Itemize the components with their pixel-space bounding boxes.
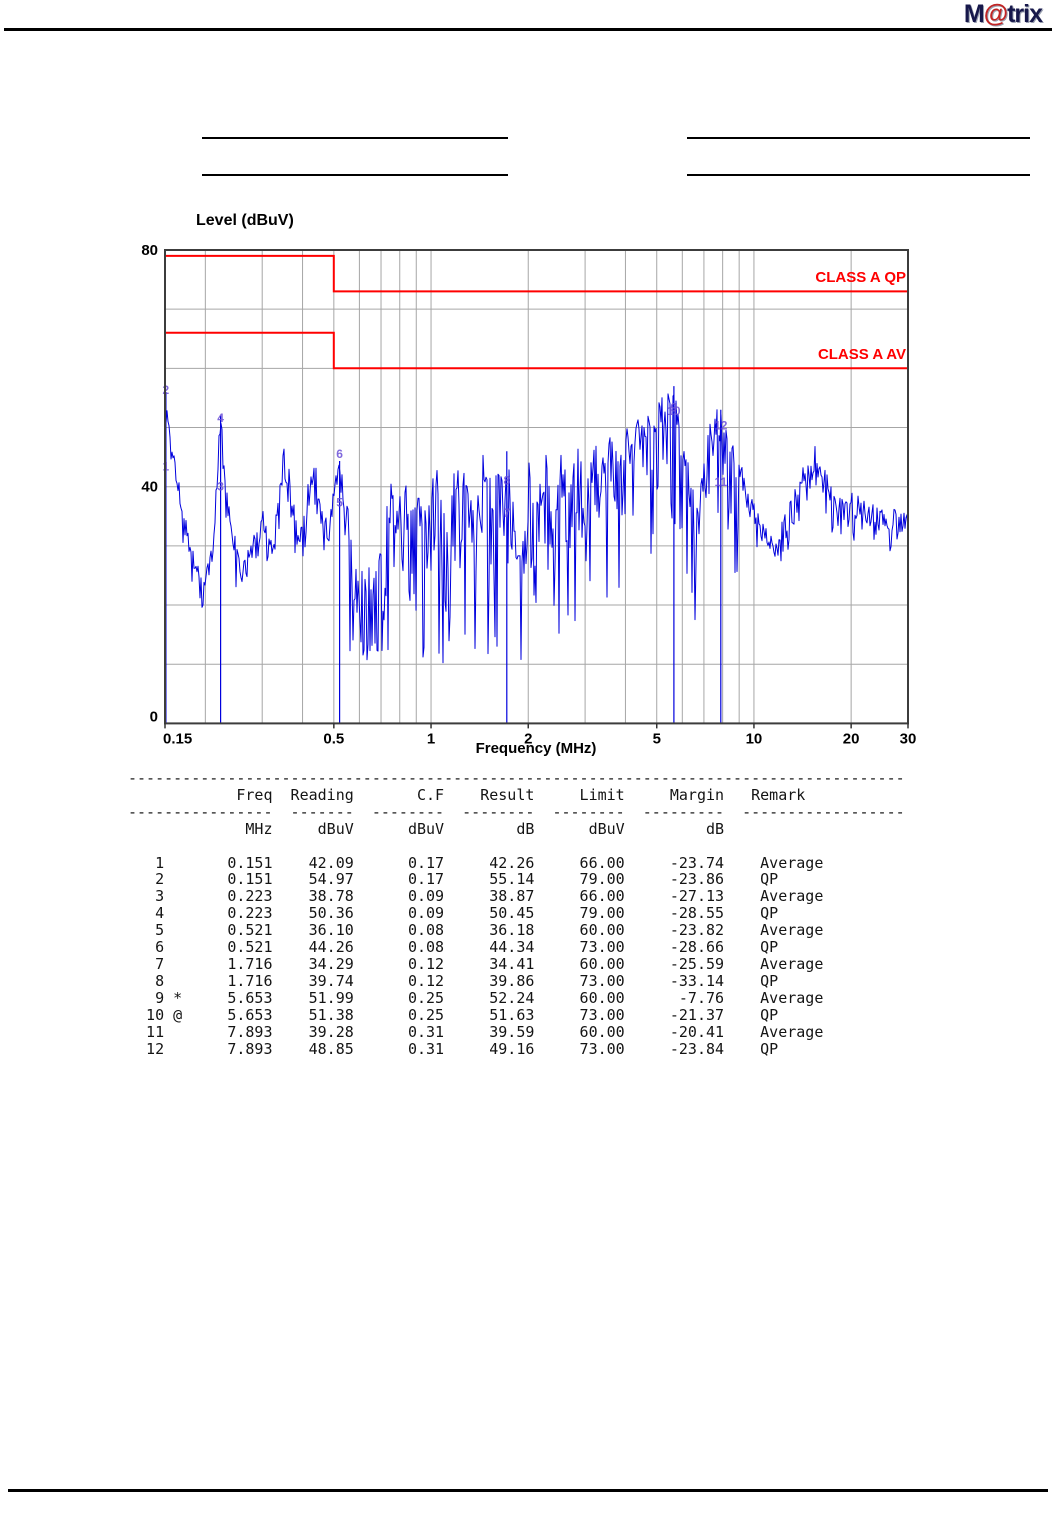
y-tick-label: 0 (150, 708, 158, 725)
class-a-av-limit-label: CLASS A AV (817, 346, 906, 363)
limit-line (165, 254, 908, 293)
marker-number-label: 5 (336, 495, 343, 509)
x-tick-label: 5 (653, 730, 661, 747)
x-tick-label: 20 (843, 730, 860, 747)
results-table: ----------------------------------------… (128, 769, 905, 1058)
x-tick-label: 1 (427, 730, 435, 747)
spectrum-trace (164, 393, 909, 664)
y-tick-label: 40 (141, 479, 158, 496)
matrix-logo: M@trix (963, 0, 1043, 29)
x-tick-label: 0.5 (323, 730, 344, 747)
header-blank-line-left-1 (202, 137, 508, 139)
marker-number-label: 7 (503, 506, 510, 520)
logo-letter-m: M (963, 0, 985, 28)
marker-number-label: 12 (714, 419, 728, 433)
header-blank-line-right-1 (687, 137, 1030, 139)
marker-number-label: 9 (671, 400, 678, 414)
plot-border (164, 249, 909, 725)
x-tick-label: 0.15 (163, 730, 192, 747)
marker-number-label: 4 (217, 411, 224, 425)
x-tick-label: 30 (900, 730, 917, 747)
y-tick-label: 80 (141, 242, 158, 259)
marker-number-label: 8 (503, 474, 510, 488)
header-divider (4, 28, 1052, 31)
marker-number-label: 6 (336, 447, 343, 461)
marker-number-label: 11 (714, 475, 727, 489)
marker-number-label: 10 (667, 404, 681, 418)
marker-number-label: 3 (217, 479, 224, 493)
logo-letters-trix: trix (1007, 0, 1043, 28)
marker-number-label: 1 (163, 459, 170, 473)
y-axis-title: Level (dBuV) (196, 212, 294, 229)
footer-divider (8, 1489, 1048, 1492)
emissions-chart: 1 2 3 4 5 6 7 8 9 10 11 12 0.15 0.5 1 2 5 10 20 30 0 40 80 (130, 205, 940, 775)
header-blank-line-left-2 (202, 174, 508, 176)
limit-line (165, 331, 908, 370)
marker-number-label: 2 (163, 383, 170, 397)
class-a-qp-limit-label: CLASS A QP (815, 269, 906, 286)
x-axis-title: Frequency (MHz) (475, 740, 597, 757)
header-blank-line-right-2 (687, 174, 1030, 176)
x-tick-label: 2 (524, 730, 532, 747)
x-tick-label: 10 (746, 730, 763, 747)
logo-at-icon: @ (983, 0, 1008, 28)
